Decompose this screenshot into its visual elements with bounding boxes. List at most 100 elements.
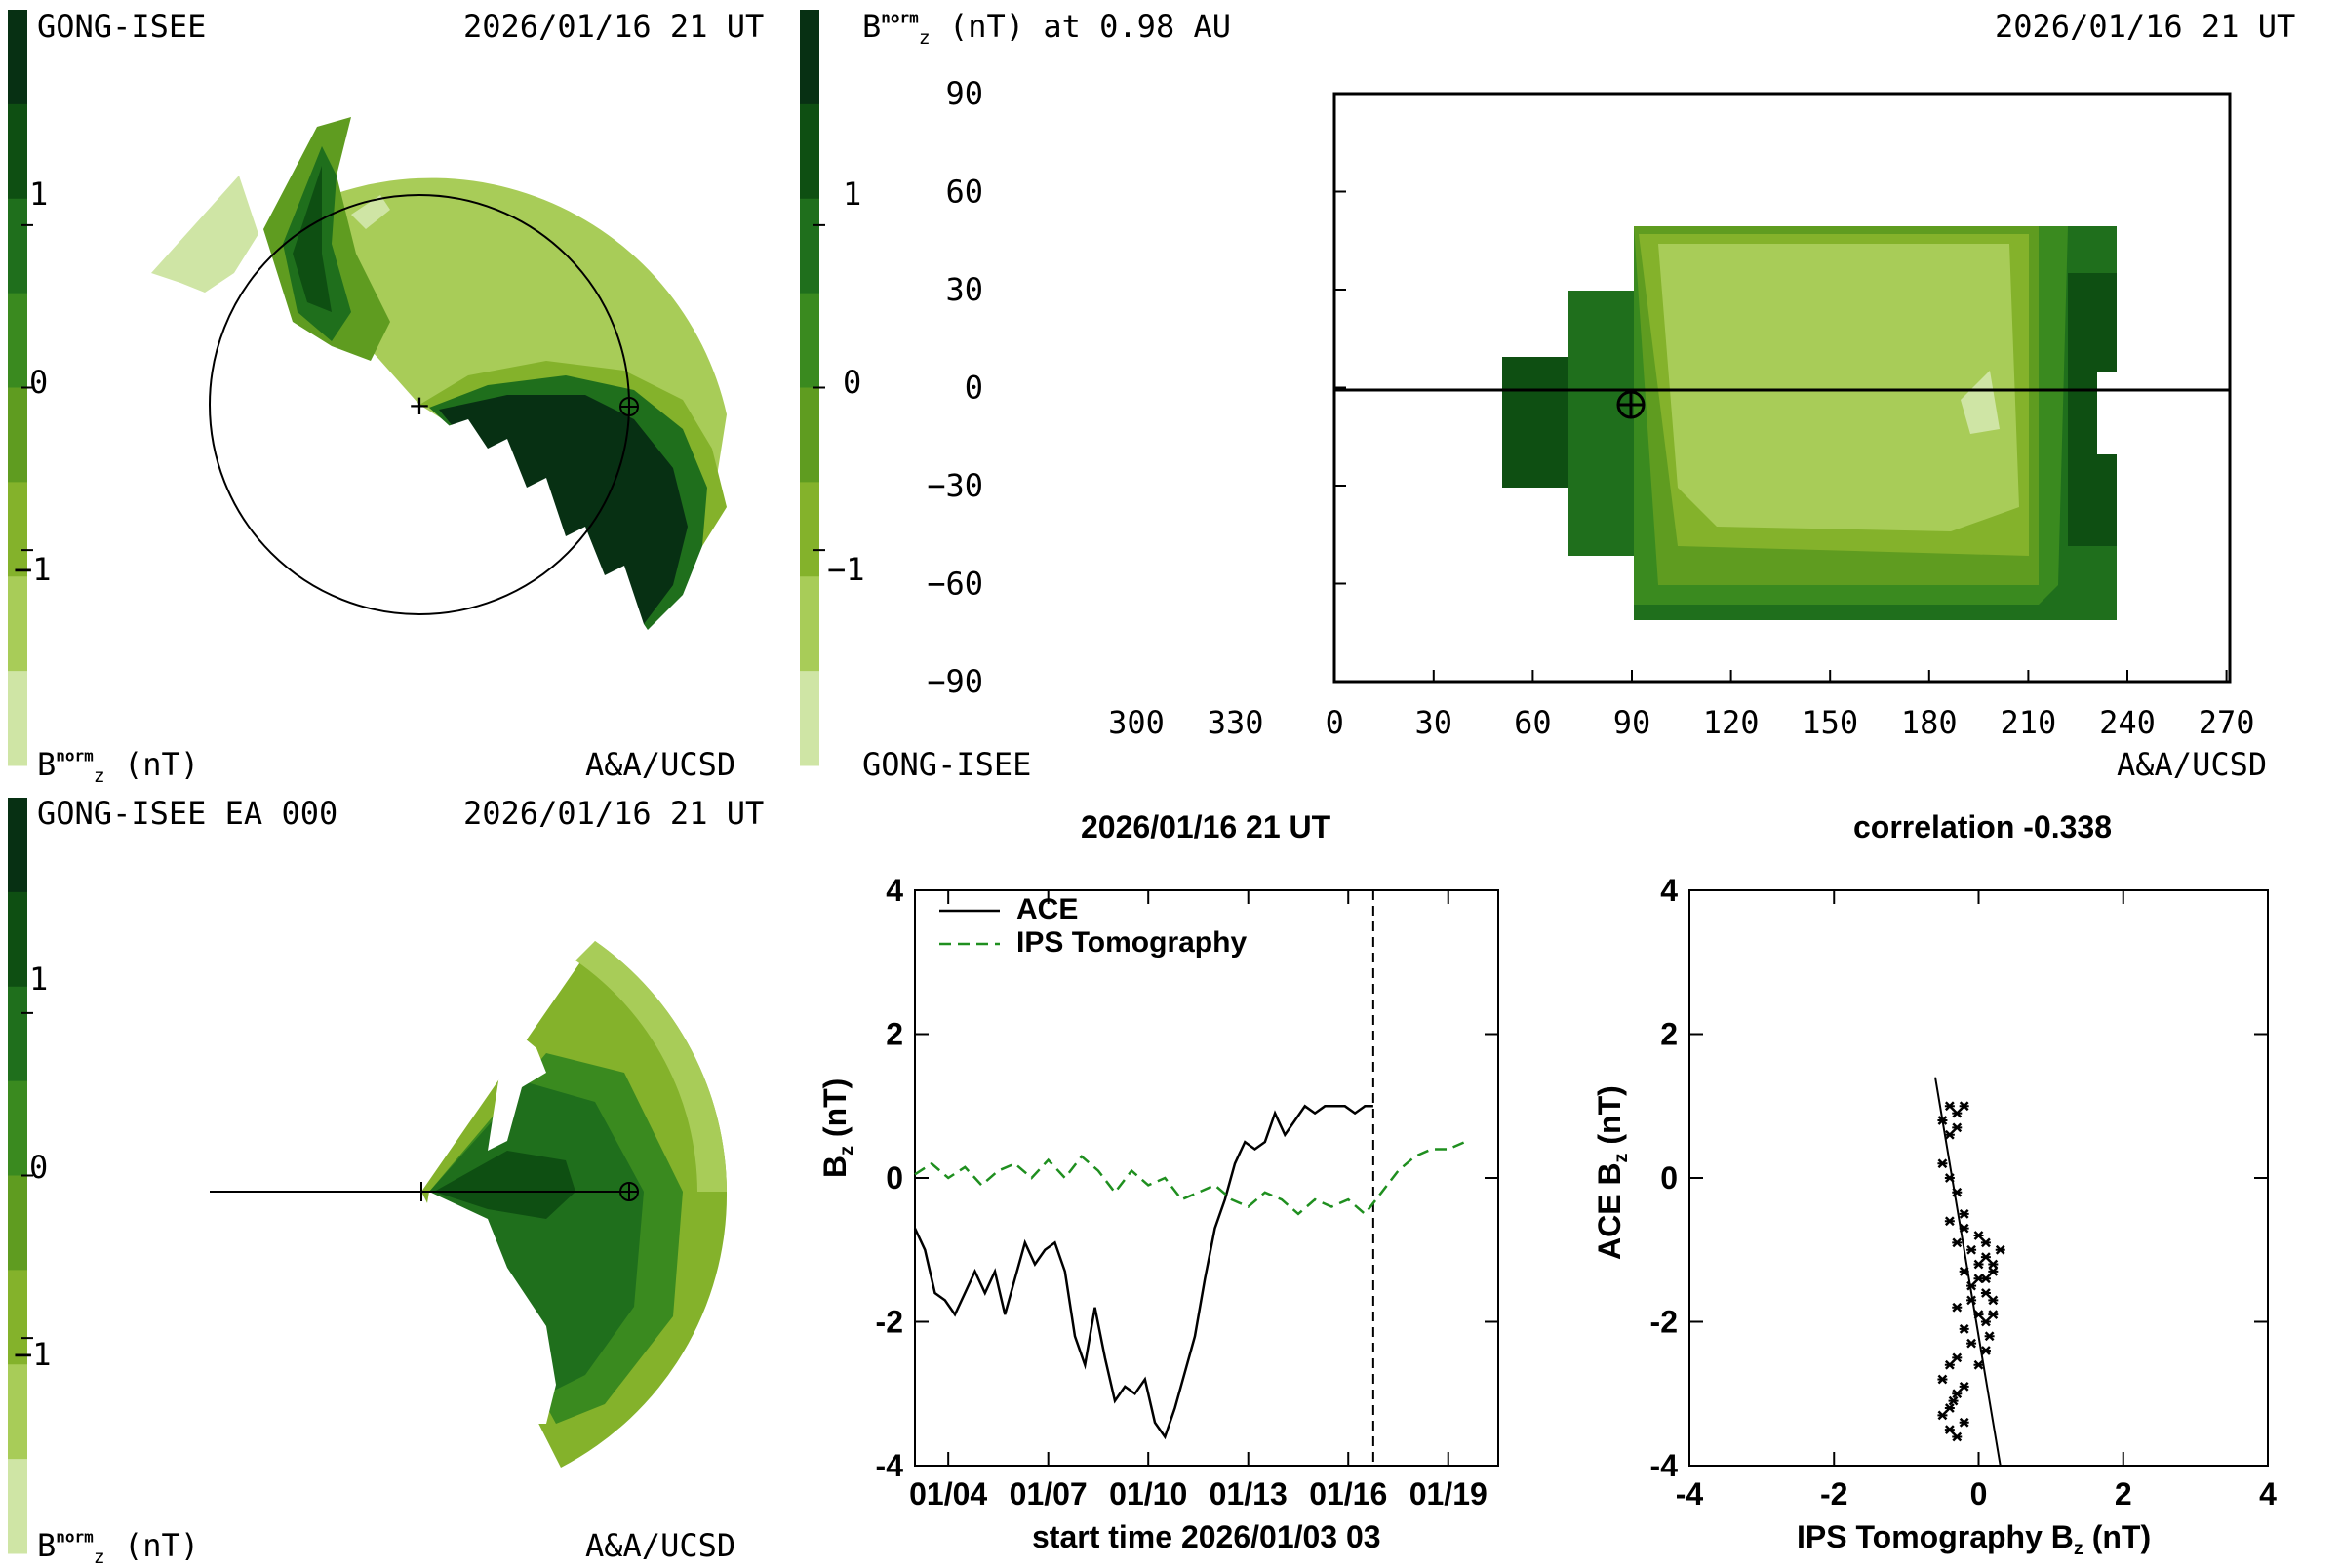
color-bar-step [800, 198, 819, 294]
map-x-tick-label: 60 [1514, 704, 1552, 741]
tl-title-left: GONG-ISEE [37, 8, 207, 45]
scatter-point [1948, 1395, 1959, 1406]
scatter-ticks: 4 2 0 -2 -4-4 -2 0 2 4 [1650, 873, 2278, 1511]
color-bar-step [8, 798, 27, 893]
meridional-cut-top [488, 1024, 546, 1151]
color-bar-step [8, 103, 27, 200]
scatter-point [1952, 1237, 1963, 1248]
map-x-tick-label: 120 [1703, 704, 1760, 741]
color-bar-step [800, 103, 819, 200]
scatter-point [1959, 1323, 1969, 1334]
color-bar-step [8, 482, 27, 577]
color-bar-step [800, 482, 819, 577]
ts-x-tick-label: 01/19 [1409, 1476, 1488, 1511]
tr-credit: A&A/UCSD [2117, 746, 2268, 783]
sc-y-tick-label: 2 [1660, 1017, 1678, 1052]
meridional-view-map [210, 941, 728, 1468]
scatter-point [1937, 1374, 1948, 1385]
scatter-point [1973, 1259, 1984, 1270]
color-bar-step [8, 1270, 27, 1365]
sc-x-tick-label: 4 [2259, 1476, 2277, 1511]
scatter-point [1944, 1173, 1955, 1183]
scatter-point [1944, 1129, 1955, 1140]
scatter-point [1937, 1158, 1948, 1169]
color-bar-step [800, 671, 819, 766]
ts-x-tick-label: 01/13 [1210, 1476, 1288, 1511]
ecliptic-view-map: + [151, 117, 727, 683]
scatter-point [1952, 1352, 1963, 1363]
scatter-point [1980, 1288, 1991, 1298]
scatter-point [1966, 1338, 1977, 1349]
map-region-darkest-left [1502, 357, 1570, 488]
color-bar-step [800, 576, 819, 672]
bl-bar-tick-neg1: −1 [14, 1336, 52, 1373]
sc-xlabel: IPS Tomography Bz (nT) [1797, 1519, 2152, 1559]
map-region-right-mid [2039, 226, 2068, 605]
color-bar-step [8, 10, 27, 105]
scatter-frame [1688, 889, 2269, 1467]
tr-bar-tick-0: 0 [843, 364, 862, 401]
scatter-point [1966, 1244, 1977, 1255]
map-y-tick-label: 60 [945, 174, 983, 211]
color-bar-step [8, 198, 27, 294]
timeseries-chart: 4 2 0 -2 -401/04 01/07 01/10 01/13 01/16 01/19 [876, 873, 1499, 1511]
scatter-point [1984, 1331, 1995, 1342]
tr-title-right: 2026/01/16 21 UT [1995, 8, 2296, 45]
bl-bar-tick-0: 0 [29, 1149, 49, 1186]
scatter-point [1959, 1101, 1969, 1112]
bl-unit-label: Bnormz (nT) [37, 1527, 200, 1568]
meridional-fan-band [575, 941, 727, 1192]
bl-title-right: 2026/01/16 21 UT [463, 795, 765, 832]
scatter-point [1980, 1316, 1991, 1327]
sc-y-tick-label: -4 [1650, 1448, 1679, 1483]
map-x-tick-label: 330 [1208, 704, 1264, 741]
color-bar-step [800, 387, 819, 483]
sc-y-tick-label: -2 [1650, 1305, 1678, 1340]
sc-title: correlation -0.338 [1853, 809, 2112, 844]
scatter-point [1988, 1310, 1999, 1320]
scatter-point [1952, 1187, 1963, 1197]
bl-credit: A&A/UCSD [585, 1527, 736, 1564]
scatter-point [1944, 1425, 1955, 1435]
scatter-point [1959, 1266, 1969, 1276]
color-bar-step [800, 10, 819, 105]
map-y-tick-label: −60 [927, 566, 983, 603]
meridional-darkest [434, 1151, 575, 1219]
scatter-point [1944, 1359, 1955, 1370]
timeseries-series [913, 1104, 1466, 1440]
bl-title-left: GONG-ISEE EA 000 [37, 795, 338, 832]
scatter-point [1944, 1216, 1955, 1227]
color-bar-step [8, 671, 27, 766]
map-x-tick-label: 150 [1802, 704, 1858, 741]
ts-x-tick-label: 01/04 [909, 1476, 987, 1511]
ts-xlabel: start time 2026/01/03 03 [1032, 1519, 1381, 1554]
map-x-tick-label: 300 [1108, 704, 1165, 741]
map-x-tick-label: 210 [2001, 704, 2057, 741]
ts-x-tick-label: 01/16 [1309, 1476, 1387, 1511]
color-bar-step [800, 293, 819, 388]
scatter-point [1988, 1259, 1999, 1270]
sc-y-tick-label: 4 [1660, 873, 1678, 908]
sc-y-tick-label: 0 [1660, 1160, 1678, 1196]
color-bar-step [8, 1080, 27, 1176]
ecliptic-edge-pale [151, 176, 258, 293]
map-y-tick-label: −90 [927, 663, 983, 700]
map-x-tick-label: 90 [1613, 704, 1651, 741]
scatter-point [1973, 1310, 1984, 1320]
series-ips-tomography-line [914, 1140, 1466, 1216]
sun-marker: + [408, 389, 430, 421]
tr-bar-tick-1: 1 [843, 176, 862, 213]
map-x-tick-label: 30 [1415, 704, 1453, 741]
tl-bar-tick-1: 1 [29, 176, 49, 213]
color-bar-step [8, 891, 27, 988]
color-bar-step [8, 1175, 27, 1271]
color-bar-step [8, 1364, 27, 1460]
tl-unit-label: Bnormz (nT) [37, 746, 200, 787]
map-y-tick-label: 0 [965, 370, 983, 407]
tl-credit: A&A/UCSD [585, 746, 736, 783]
ts-y-tick-label: 2 [886, 1017, 903, 1052]
scatter-point [1988, 1295, 1999, 1306]
scatter-point [1980, 1346, 1991, 1355]
scatter-point [1959, 1208, 1969, 1219]
